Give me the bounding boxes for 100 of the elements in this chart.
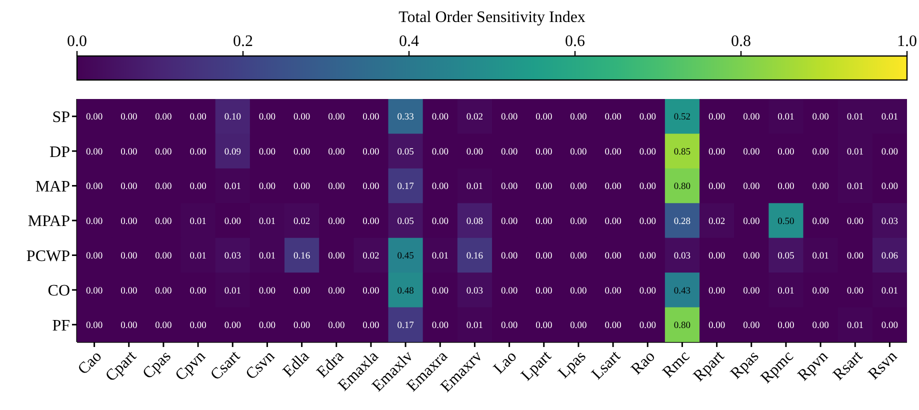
data-label: 0.01 xyxy=(881,286,898,296)
data-label: 0.01 xyxy=(812,252,830,262)
data-label: 0.00 xyxy=(639,216,656,227)
data-label: 0.00 xyxy=(432,112,449,123)
data-label: 0.00 xyxy=(536,112,552,123)
data-label: 0.01 xyxy=(224,182,242,192)
data-label: 0.00 xyxy=(155,320,172,331)
data-label: 0.00 xyxy=(258,320,276,331)
data-label: 0.05 xyxy=(397,147,414,158)
x-tick-label: Rao xyxy=(628,348,658,378)
data-label: 0.00 xyxy=(500,147,518,158)
data-label: 0.48 xyxy=(397,286,414,296)
x-tick-label: Cpas xyxy=(140,348,174,382)
data-label: 0.00 xyxy=(881,147,898,158)
data-label: 0.02 xyxy=(362,252,380,262)
color-bar-label: 0.4 xyxy=(399,33,419,50)
x-tick-label: Csvn xyxy=(242,348,278,384)
data-label: 0.00 xyxy=(155,216,172,227)
data-label: 0.00 xyxy=(155,147,172,158)
data-label: 0.00 xyxy=(120,286,138,296)
data-label: 0.00 xyxy=(258,286,276,296)
data-label: 0.00 xyxy=(570,182,588,192)
x-tick-label: Lao xyxy=(490,348,520,378)
data-label: 0.00 xyxy=(432,320,449,331)
x-tick-label: Csart xyxy=(208,347,244,384)
data-label: 0.28 xyxy=(674,216,691,227)
data-label: 0.03 xyxy=(674,252,691,262)
data-label: 0.00 xyxy=(86,112,103,123)
data-label: 0.17 xyxy=(397,320,414,331)
y-tick-label: CO xyxy=(48,282,70,300)
data-label: 0.00 xyxy=(604,182,622,192)
data-label: 0.00 xyxy=(362,182,380,192)
data-label: 0.05 xyxy=(778,252,795,262)
data-label: 0.01 xyxy=(466,182,484,192)
data-label: 0.00 xyxy=(743,320,760,331)
data-label: 0.00 xyxy=(570,147,588,158)
data-label: 0.00 xyxy=(293,112,310,123)
color-bar-label: 0.2 xyxy=(233,33,253,50)
data-label: 0.00 xyxy=(190,147,207,158)
data-label: 0.00 xyxy=(258,182,276,192)
data-label: 0.00 xyxy=(570,286,588,296)
data-label: 0.00 xyxy=(778,320,795,331)
data-label: 0.01 xyxy=(190,216,207,227)
data-label: 0.00 xyxy=(812,112,830,123)
data-label: 0.00 xyxy=(86,320,103,331)
y-tick-label: MAP xyxy=(35,178,70,196)
data-label: 0.00 xyxy=(570,252,588,262)
data-label: 0.00 xyxy=(362,112,380,123)
data-label: 0.08 xyxy=(466,216,484,227)
y-tick-label: SP xyxy=(52,109,70,126)
x-tick-label: Rsvn xyxy=(865,348,901,384)
data-label: 0.00 xyxy=(743,286,760,296)
data-label: 0.00 xyxy=(536,286,552,296)
data-label: 0.00 xyxy=(328,320,345,331)
data-label: 0.00 xyxy=(86,182,103,192)
data-label: 0.00 xyxy=(536,147,552,158)
data-label: 0.01 xyxy=(224,286,242,296)
data-label: 0.00 xyxy=(362,216,380,227)
data-label: 0.00 xyxy=(120,112,138,123)
data-label: 0.00 xyxy=(328,147,345,158)
x-tick-label: Lpas xyxy=(555,348,590,382)
y-tick-label: PCWP xyxy=(26,248,70,265)
x-tick-label: Cpvn xyxy=(172,348,209,384)
data-label: 0.00 xyxy=(190,182,207,192)
data-label: 0.00 xyxy=(120,147,138,158)
data-label: 0.00 xyxy=(362,147,380,158)
data-label: 0.00 xyxy=(812,147,830,158)
data-label: 0.50 xyxy=(778,216,795,227)
data-label: 0.00 xyxy=(500,286,518,296)
data-label: 0.00 xyxy=(155,252,172,262)
data-label: 0.00 xyxy=(328,112,345,123)
data-label: 0.03 xyxy=(466,286,484,296)
data-label: 0.00 xyxy=(362,320,380,331)
data-label: 0.00 xyxy=(743,216,760,227)
data-label: 0.00 xyxy=(86,286,103,296)
x-tick-label: Edla xyxy=(280,348,313,381)
data-label: 0.00 xyxy=(500,216,518,227)
data-label: 0.00 xyxy=(639,252,656,262)
data-label: 0.16 xyxy=(466,252,484,262)
data-label: 0.00 xyxy=(328,216,345,227)
data-label: 0.80 xyxy=(674,320,691,331)
data-label: 0.00 xyxy=(812,286,830,296)
data-label: 0.52 xyxy=(674,112,691,123)
color-bar-label: 1.0 xyxy=(897,33,917,50)
data-label: 0.00 xyxy=(500,320,518,331)
data-label: 0.01 xyxy=(881,112,898,123)
data-label: 0.03 xyxy=(881,216,898,227)
data-label: 0.00 xyxy=(500,112,518,123)
data-label: 0.10 xyxy=(224,112,242,123)
data-label: 0.00 xyxy=(708,320,726,331)
data-label: 0.00 xyxy=(120,216,138,227)
data-label: 0.01 xyxy=(846,147,864,158)
color-bar-label: 0.6 xyxy=(565,33,585,50)
data-label: 0.00 xyxy=(293,320,310,331)
data-label: 0.00 xyxy=(639,182,656,192)
data-label: 0.00 xyxy=(639,147,656,158)
data-label: 0.00 xyxy=(432,286,449,296)
data-label: 0.00 xyxy=(293,286,310,296)
data-label: 0.43 xyxy=(674,286,691,296)
data-label: 0.00 xyxy=(293,182,310,192)
